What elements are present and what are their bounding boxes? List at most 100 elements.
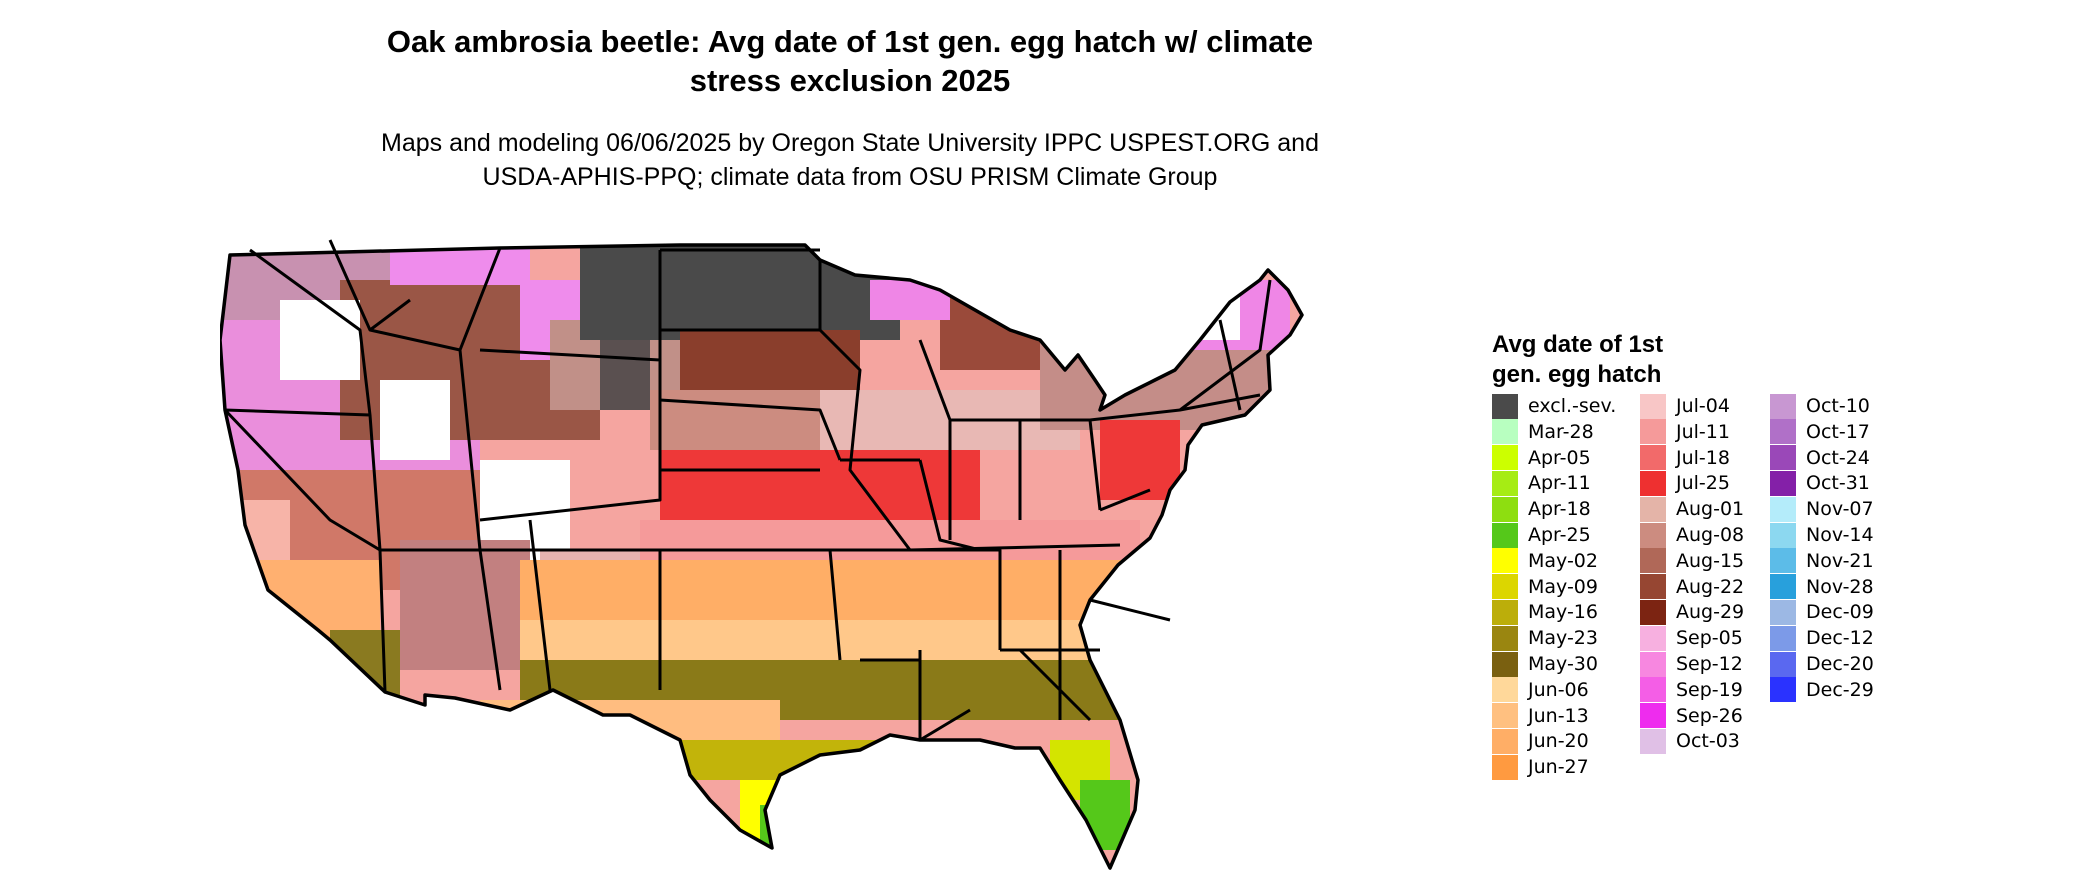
- legend-label: Jun-20: [1528, 730, 1589, 753]
- legend-item: Oct-10: [1770, 393, 1870, 419]
- phenology-zones: [220, 245, 1302, 868]
- legend-item: Oct-03: [1640, 728, 1740, 754]
- legend-swatch: [1770, 522, 1796, 548]
- state-borders: [223, 239, 1272, 742]
- legend-label: Oct-24: [1806, 446, 1870, 469]
- legend-item: Aug-08: [1640, 522, 1744, 548]
- legend-swatch: [1492, 522, 1518, 548]
- legend-item: Jul-11: [1640, 419, 1730, 445]
- legend-label: Oct-10: [1806, 395, 1870, 417]
- legend-item: Mar-28: [1492, 419, 1594, 445]
- legend-item: Apr-05: [1492, 445, 1591, 471]
- legend-label: Sep-12: [1676, 653, 1743, 675]
- legend-swatch: [1492, 445, 1518, 471]
- legend-swatch: [1640, 470, 1666, 496]
- map-title-line-2: stress exclusion 2025: [689, 63, 1011, 98]
- legend-label: Aug-29: [1676, 601, 1745, 624]
- legend-swatch: [1640, 393, 1666, 419]
- map-title: Oak ambrosia beetle: Avg date of 1st gen…: [250, 22, 1450, 100]
- legend-item: Dec-20: [1770, 651, 1874, 677]
- legend-item: Jun-27: [1492, 754, 1589, 780]
- legend-title: Avg date of 1st gen. egg hatch: [1492, 330, 1752, 390]
- legend-swatch: [1770, 548, 1796, 574]
- legend-swatch: [1640, 574, 1666, 600]
- legend-label: Apr-05: [1528, 446, 1591, 469]
- legend-label: Dec-20: [1806, 653, 1874, 675]
- legend-label: Nov-28: [1806, 575, 1874, 598]
- legend-label: Oct-31: [1806, 472, 1870, 495]
- legend-swatch: [1640, 419, 1666, 445]
- legend-label: Dec-29: [1806, 678, 1874, 701]
- legend-label: Nov-07: [1806, 498, 1874, 521]
- legend-label: Jun-13: [1528, 704, 1589, 727]
- legend-label: Apr-11: [1528, 472, 1591, 495]
- legend-item: Nov-21: [1770, 548, 1874, 574]
- legend-swatch: [1770, 599, 1796, 625]
- legend-label: Aug-08: [1676, 524, 1745, 546]
- legend-label: Sep-05: [1676, 627, 1743, 650]
- legend-item: Aug-01: [1640, 496, 1744, 522]
- legend-label: Nov-14: [1806, 524, 1874, 546]
- legend-swatch: [1492, 574, 1518, 600]
- legend-item: Nov-28: [1770, 574, 1874, 600]
- legend-label: Oct-03: [1676, 730, 1740, 753]
- legend-label: Dec-09: [1806, 601, 1874, 624]
- legend-label: Apr-25: [1528, 524, 1591, 546]
- legend-swatch: [1492, 496, 1518, 522]
- legend-label: Jul-04: [1676, 395, 1730, 417]
- legend-swatch: [1492, 548, 1518, 574]
- legend-item: Nov-14: [1770, 522, 1874, 548]
- legend-item: Aug-15: [1640, 548, 1744, 574]
- legend-label: Sep-19: [1676, 678, 1743, 701]
- legend-item: May-30: [1492, 651, 1598, 677]
- legend-swatch: [1640, 599, 1666, 625]
- legend-item: Nov-07: [1770, 496, 1874, 522]
- legend-swatch: [1770, 393, 1796, 419]
- legend-label: Oct-17: [1806, 420, 1870, 443]
- legend-item: Apr-25: [1492, 522, 1591, 548]
- legend-label: Jul-25: [1676, 472, 1730, 495]
- legend-swatch: [1770, 445, 1796, 471]
- legend-label: May-02: [1528, 549, 1598, 572]
- legend-swatch: [1492, 393, 1518, 419]
- legend-swatch: [1492, 754, 1518, 780]
- map-subtitle-line-1: Maps and modeling 06/06/2025 by Oregon S…: [381, 129, 1319, 157]
- legend-item: excl.-sev.: [1492, 393, 1616, 419]
- us-outline: [220, 243, 1304, 870]
- legend-swatch: [1640, 625, 1666, 651]
- legend-title-line-1: Avg date of 1st: [1492, 331, 1664, 358]
- legend-item: Oct-31: [1770, 470, 1870, 496]
- legend-label: Jun-06: [1528, 678, 1589, 701]
- legend-label: Aug-15: [1676, 549, 1745, 572]
- legend-swatch: [1492, 470, 1518, 496]
- legend-label: Apr-18: [1528, 498, 1591, 521]
- legend-label: Nov-21: [1806, 549, 1874, 572]
- legend-swatch: [1770, 625, 1796, 651]
- legend-swatch: [1770, 651, 1796, 677]
- legend-item: Aug-22: [1640, 574, 1744, 600]
- legend-swatch: [1492, 677, 1518, 703]
- legend-swatch: [1492, 651, 1518, 677]
- legend-item: May-02: [1492, 548, 1598, 574]
- legend-swatch: [1640, 496, 1666, 522]
- legend-swatch: [1492, 599, 1518, 625]
- legend-swatch: [1492, 703, 1518, 729]
- legend-label: Jul-11: [1676, 420, 1730, 443]
- legend-item: Sep-19: [1640, 677, 1743, 703]
- legend-item: Oct-24: [1770, 445, 1870, 471]
- legend-item: Jul-04: [1640, 393, 1730, 419]
- legend-swatch: [1770, 677, 1796, 703]
- legend-item: Dec-29: [1770, 677, 1874, 703]
- map-title-line-1: Oak ambrosia beetle: Avg date of 1st gen…: [386, 24, 1314, 59]
- legend-item: Jun-06: [1492, 677, 1589, 703]
- legend-item: Jun-20: [1492, 728, 1589, 754]
- legend-swatch: [1770, 419, 1796, 445]
- legend-label: May-16: [1528, 601, 1598, 624]
- map-subtitle-line-2: USDA-APHIS-PPQ; climate data from OSU PR…: [482, 163, 1218, 191]
- us-phenology-map: [220, 239, 1304, 870]
- legend-label: Jun-27: [1528, 756, 1589, 779]
- legend-label: Jul-18: [1676, 446, 1730, 469]
- legend-item: May-09: [1492, 574, 1598, 600]
- legend-label: Dec-12: [1806, 627, 1874, 650]
- legend-swatch: [1640, 522, 1666, 548]
